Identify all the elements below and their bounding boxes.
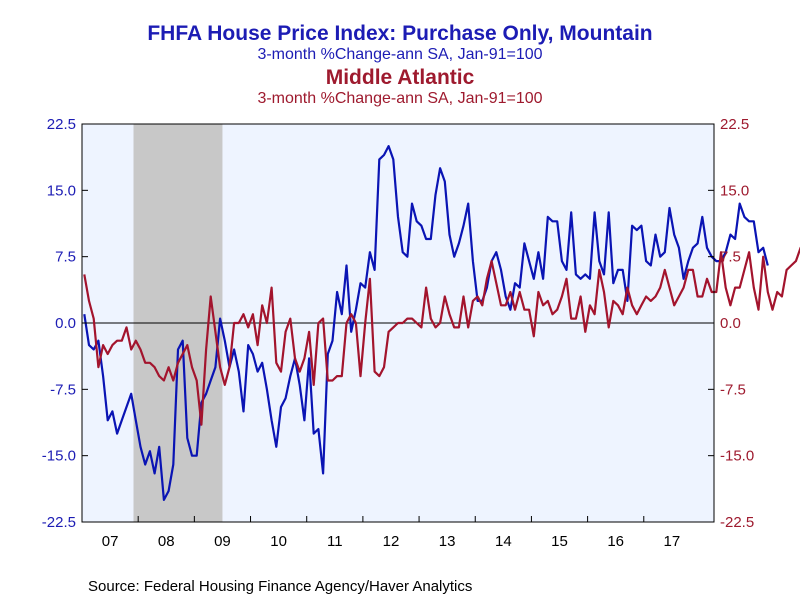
x-tick-label: 12: [383, 533, 400, 550]
x-tick-label: 16: [607, 533, 624, 550]
y-tick-label-right: -7.5: [720, 381, 746, 398]
y-tick-label-left: 7.5: [55, 249, 76, 266]
ticks-layer: [81, 123, 714, 523]
series-line-middle-atlantic: [83, 246, 800, 426]
x-tick-label: 13: [439, 533, 456, 550]
y-tick-label-left: 0.0: [55, 315, 76, 332]
y-tick-label-right: 0.0: [720, 315, 741, 332]
y-tick-label-right: 7.5: [720, 249, 741, 266]
y-tick-label-right: 22.5: [720, 116, 749, 133]
x-tick-label: 08: [158, 533, 175, 550]
series-line-mountain: [83, 145, 769, 501]
x-tick-label: 17: [664, 533, 681, 550]
y-tick-label-left: -15.0: [42, 448, 76, 465]
x-tick-label: 15: [551, 533, 568, 550]
y-tick-label-left: 22.5: [47, 116, 76, 133]
tick-labels-layer: 22.5 22.5 15.0 15.0 7.5 7.5 0.0 0.0 -7.5 -7.5 -15.…: [42, 116, 754, 550]
x-tick-label: 10: [270, 533, 287, 550]
x-tick-label: 09: [214, 533, 231, 550]
source-note: Source: Federal Housing Finance Agency/H…: [88, 578, 472, 595]
chart-subtitle-line-2: 3-month %Change-ann SA, Jan-91=100: [257, 46, 542, 63]
x-tick-label: 14: [495, 533, 512, 550]
chart-subtitle-line-4: 3-month %Change-ann SA, Jan-91=100: [257, 90, 542, 107]
x-tick-label: 07: [102, 533, 119, 550]
y-tick-label-right: -15.0: [720, 448, 754, 465]
y-tick-label-right: -22.5: [720, 514, 754, 531]
chart-title-line-3: Middle Atlantic: [326, 66, 475, 89]
y-tick-label-left: 15.0: [47, 182, 76, 199]
chart-title-line-1: FHFA House Price Index: Purchase Only, M…: [147, 22, 652, 45]
y-tick-label-left: -22.5: [42, 514, 76, 531]
y-tick-label-right: 15.0: [720, 182, 749, 199]
x-tick-label: 11: [327, 533, 343, 550]
series-layer: [83, 145, 800, 501]
y-tick-label-left: -7.5: [50, 381, 76, 398]
